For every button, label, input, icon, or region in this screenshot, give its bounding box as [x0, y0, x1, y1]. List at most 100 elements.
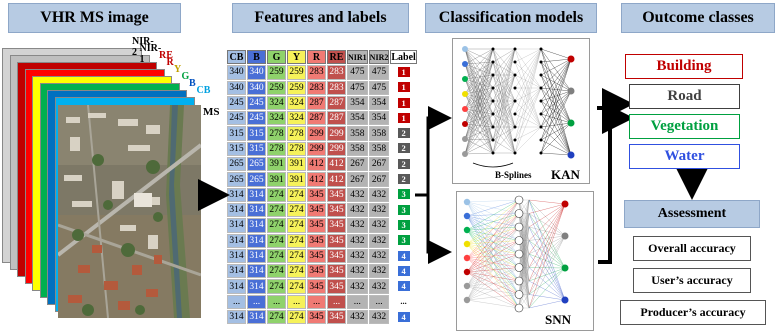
kan-input-node: [462, 46, 468, 52]
kan-edge: [464, 108, 494, 141]
kan-edge: [492, 126, 516, 154]
table-cell: 274: [287, 202, 306, 218]
kan-edge: [514, 48, 542, 128]
kan-hidden-node: [513, 99, 517, 103]
kan-edge: [540, 113, 572, 156]
table-cell: 475: [368, 65, 390, 80]
kan-input-node: [462, 76, 468, 82]
table-cell: 315: [227, 126, 246, 141]
kan-output-node: [567, 119, 575, 127]
snn-hidden-node: [514, 209, 524, 218]
kan-edge: [514, 48, 542, 102]
table-cell: 274: [287, 248, 306, 264]
kan-hidden-node: [491, 99, 495, 103]
table-cell: 340: [247, 80, 266, 95]
kan-edge: [540, 61, 572, 92]
kan-edge: [464, 123, 494, 154]
snn-edge: [466, 226, 520, 231]
table-cell: 432: [368, 264, 390, 279]
label-cell: 1: [390, 80, 417, 95]
kan-edge: [464, 108, 494, 128]
outcome-class-box: Water: [629, 144, 740, 169]
kan-edge: [464, 63, 494, 115]
class-label-badge: 3: [397, 189, 410, 200]
table-cell: 265: [247, 157, 266, 172]
kan-edge: [464, 48, 494, 63]
kan-edge: [514, 87, 542, 128]
table-cell: 274: [287, 279, 306, 294]
header-outcome-classes: Outcome classes: [621, 3, 775, 33]
snn-edge: [466, 285, 520, 295]
snn-input-node: [463, 198, 471, 206]
snn-edge: [466, 199, 520, 259]
snn-edge: [528, 267, 566, 301]
table-cell: 345: [307, 279, 326, 294]
table-cell: 283: [327, 80, 346, 95]
kan-edge: [540, 48, 572, 60]
kan-edge: [540, 90, 572, 154]
kan-hidden-node: [539, 112, 543, 116]
snn-input-node: [463, 296, 471, 304]
snn-edge: [528, 199, 566, 301]
table-cell: 432: [368, 310, 390, 325]
kan-edge: [464, 123, 494, 141]
kan-edge: [492, 48, 516, 89]
kan-output-node: [567, 151, 575, 159]
snn-edge: [518, 199, 530, 255]
snn-edge: [466, 215, 520, 228]
kan-edge: [464, 48, 494, 89]
kan-edge: [492, 48, 516, 76]
snn-edge: [466, 229, 520, 295]
label-cell: 3: [390, 218, 417, 233]
kan-hidden-node: [513, 138, 517, 142]
table-cell: 345: [327, 248, 346, 264]
kan-edge: [464, 74, 494, 110]
outcome-class-box: Vegetation: [629, 114, 740, 139]
table-row: 340 340 259 259 283 283 475 475 1: [227, 65, 417, 80]
bsplines-label: B-Splines: [495, 170, 532, 180]
snn-label: SNN: [545, 312, 572, 327]
kan-edge: [492, 48, 516, 115]
table-cell: 274: [267, 279, 286, 294]
kan-hidden-node: [491, 151, 495, 155]
kan-edge: [540, 74, 572, 156]
kan-edge: [464, 93, 494, 115]
header-vhr-ms-image: VHR MS image: [8, 3, 181, 33]
band-label: Y: [174, 64, 182, 75]
class-label-badge: 1: [397, 112, 410, 123]
class-label-badge: 3: [397, 235, 410, 246]
kan-edge: [540, 48, 572, 92]
kan-edge: [464, 87, 494, 155]
arrow-table-to-snn: [426, 195, 452, 264]
snn-input-node: [463, 226, 471, 234]
kan-edge: [464, 61, 494, 155]
label-cell: 1: [390, 111, 417, 126]
table-cell: ...: [287, 294, 306, 310]
table-cell: 287: [307, 95, 326, 111]
table-cell: 432: [347, 233, 368, 248]
table-cell: 299: [327, 141, 346, 157]
table-cell: 314: [227, 233, 246, 248]
table-row: 314 314 274 274 345 345 432 432 3: [227, 218, 417, 233]
kan-edge: [514, 126, 542, 154]
kan-edge: [540, 58, 572, 63]
table-row: ...........................: [227, 294, 417, 310]
table-cell: 345: [327, 310, 346, 325]
kan-edge: [514, 87, 542, 141]
table-cell: 475: [347, 80, 368, 95]
header-classification-models: Classification models: [425, 3, 597, 33]
snn-edge: [466, 243, 520, 295]
kan-edge: [464, 87, 494, 140]
assessment-title-box: Assessment: [624, 200, 760, 228]
table-cell: 314: [227, 202, 246, 218]
table-cell: 354: [347, 111, 368, 126]
table-cell: 475: [347, 65, 368, 80]
kan-edge: [514, 48, 542, 63]
kan-edge: [492, 48, 516, 102]
label-cell: 4: [390, 264, 417, 279]
band-label: G: [181, 71, 190, 82]
table-cell: 287: [327, 95, 346, 111]
snn-edge: [466, 213, 520, 301]
class-label-badge: 3: [397, 219, 410, 230]
kan-edge: [464, 63, 494, 102]
